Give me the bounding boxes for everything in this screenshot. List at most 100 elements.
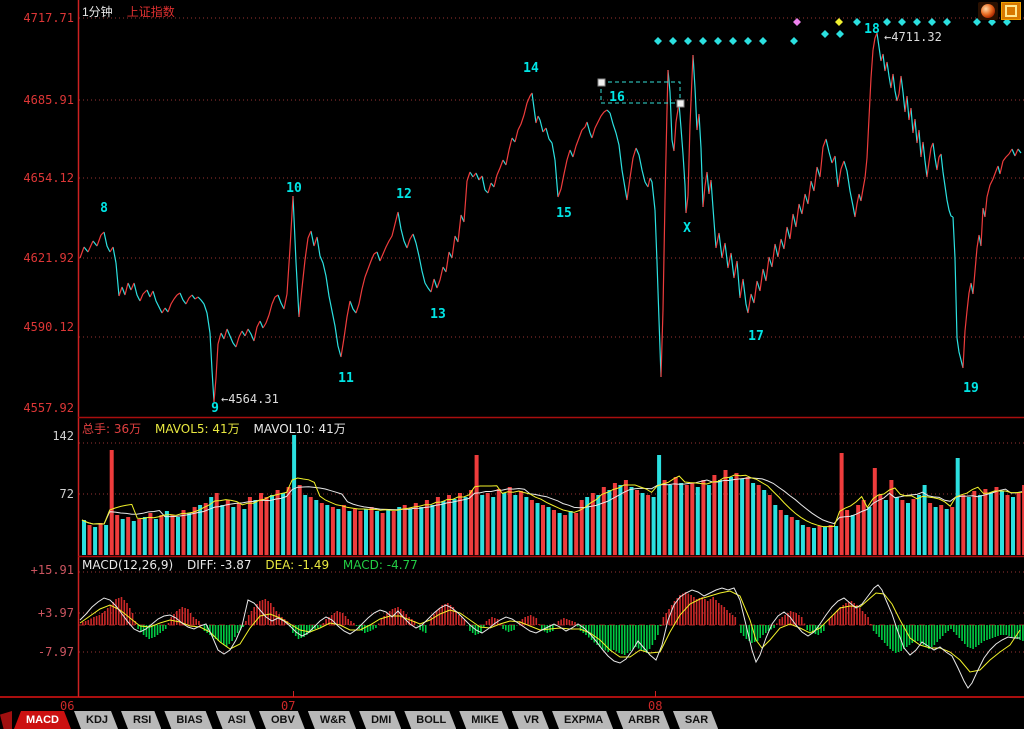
macd-hist-bar — [469, 625, 471, 631]
macd-hist-bar — [1016, 625, 1019, 639]
price-axis-label: 4621.92 — [23, 251, 74, 265]
volume-bar — [187, 513, 192, 555]
tab-vr[interactable]: VR — [512, 711, 549, 729]
tab-bias[interactable]: BIAS — [164, 711, 212, 729]
vol-axis-label: 72 — [59, 487, 74, 501]
macd-hist-bar — [565, 619, 568, 625]
macd-hist-bar — [961, 625, 963, 641]
macd-hist-bar — [878, 625, 880, 637]
macd-hist-bar — [513, 625, 515, 630]
chart-header: 1分钟 上证指数 — [82, 3, 175, 20]
macd-hist-bar — [231, 625, 233, 641]
macd-hist-bar — [93, 617, 95, 625]
volume-bar — [751, 483, 756, 555]
volume-bar — [270, 495, 274, 555]
macd-hist-bar — [610, 625, 612, 651]
macd-hist-bar — [225, 625, 228, 647]
volume-bar — [419, 507, 424, 555]
macd-hist-bar — [817, 625, 820, 635]
macd-hist-bar — [715, 600, 717, 625]
macd-hist-bar — [491, 617, 493, 625]
macd-hist-bar — [709, 599, 712, 625]
macd-hist-bar — [223, 625, 225, 645]
tab-expma[interactable]: EXPMA — [552, 711, 613, 729]
macd-hist-bar — [986, 625, 988, 640]
selection-handle-topleft[interactable] — [597, 78, 606, 87]
macd-hist-bar — [259, 601, 261, 625]
tab-kdj[interactable]: KDJ — [74, 711, 118, 729]
period-label: 1分钟 — [82, 5, 113, 19]
window-icon[interactable] — [1001, 2, 1021, 20]
diff-value-label: DIFF: -3.87 — [186, 558, 252, 572]
macd-hist-bar — [623, 625, 626, 655]
volume-bar — [214, 493, 219, 555]
macd-hist-bar — [388, 611, 391, 625]
tab-rsi[interactable]: RSI — [121, 711, 161, 729]
signal-diamond-marker — [1003, 18, 1011, 26]
volume-bar — [773, 505, 778, 555]
macd-hist-bar — [134, 621, 137, 625]
macd-hist-bar — [322, 623, 325, 625]
macd-hist-bar — [181, 607, 184, 625]
volume-bar — [806, 527, 811, 555]
tab-dmi[interactable]: DMI — [359, 711, 401, 729]
volume-bar — [706, 485, 711, 555]
macd-hist-bar — [823, 625, 825, 631]
tab-asi[interactable]: ASI — [216, 711, 256, 729]
volume-bar — [894, 497, 899, 555]
macd-hist-bar — [471, 625, 474, 633]
volume-bar — [723, 470, 728, 555]
volume-bar — [518, 491, 523, 555]
macd-hist-bar — [189, 613, 192, 625]
macd-hist-bar — [507, 625, 510, 632]
volume-bar — [845, 510, 850, 555]
volume-bar — [159, 515, 164, 555]
tab-macd[interactable]: MACD — [14, 711, 71, 729]
signal-diamond-marker — [913, 18, 921, 26]
macd-hist-bar — [535, 618, 538, 625]
macd-hist-bar — [740, 625, 742, 633]
macd-hist-bar — [900, 625, 902, 651]
tab-arbr[interactable]: ARBR — [616, 711, 670, 729]
macd-hist-bar — [438, 608, 441, 625]
macd-hist-bar — [1008, 625, 1010, 636]
volume-bar — [850, 515, 855, 555]
tab-wr[interactable]: W&R — [308, 711, 356, 729]
volume-bar — [955, 458, 960, 555]
macd-hist-bar — [416, 625, 419, 626]
volume-bar — [463, 497, 468, 555]
volume-bar — [933, 507, 938, 555]
volume-bar — [314, 500, 319, 555]
macd-hist-bar — [145, 625, 148, 637]
volume-bar — [872, 468, 877, 555]
volume-bar — [590, 493, 595, 555]
volume-bar — [950, 507, 955, 555]
volume-bar — [701, 480, 706, 555]
macd-hist-bar — [314, 625, 316, 629]
macd-hist-bar — [1002, 625, 1005, 635]
symbol-label[interactable]: 上证指数 — [126, 5, 175, 19]
tab-obv[interactable]: OBV — [259, 711, 305, 729]
macd-hist-bar — [806, 625, 808, 630]
selection-handle-bottomright[interactable] — [676, 99, 685, 108]
macd-hist-bar — [834, 613, 836, 625]
volume-bar — [546, 507, 551, 555]
time-axis-label: 06 — [60, 699, 75, 713]
macd-hist-bar — [554, 625, 557, 626]
macd-hist-bar — [731, 615, 734, 625]
macd-hist-bar — [718, 603, 720, 625]
signal-diamond-marker — [988, 18, 996, 26]
macd-hist-bar — [593, 625, 596, 643]
price-line-up-segments — [79, 32, 1019, 403]
macd-hist-bar — [137, 625, 139, 629]
tab-sar[interactable]: SAR — [673, 711, 718, 729]
volume-bar — [203, 503, 208, 555]
volume-bar — [596, 495, 601, 555]
news-ball-icon[interactable] — [978, 2, 998, 20]
tab-boll[interactable]: BOLL — [404, 711, 456, 729]
volume-bar — [1005, 495, 1010, 555]
macd-formula-label: MACD(12,26,9) — [82, 558, 174, 572]
tab-mike[interactable]: MIKE — [459, 711, 509, 729]
macd-hist-bar — [236, 625, 239, 633]
